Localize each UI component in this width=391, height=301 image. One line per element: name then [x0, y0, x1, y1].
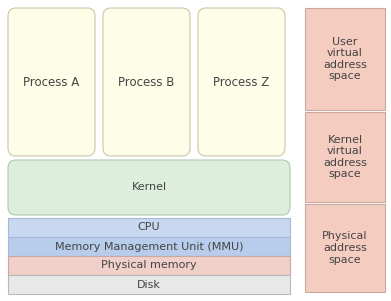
FancyBboxPatch shape	[8, 160, 290, 215]
Bar	[8, 256, 290, 275]
Text: Kernel: Kernel	[131, 182, 167, 193]
FancyBboxPatch shape	[8, 8, 95, 156]
Bar	[305, 8, 385, 110]
Text: Process Z: Process Z	[213, 76, 270, 88]
Text: Physical memory: Physical memory	[101, 260, 197, 271]
Text: Physical
address
space: Physical address space	[322, 231, 368, 265]
Text: Disk: Disk	[137, 280, 161, 290]
Bar	[305, 112, 385, 202]
Bar	[8, 237, 290, 256]
Text: CPU: CPU	[138, 222, 160, 232]
Text: Process A: Process A	[23, 76, 80, 88]
Text: Process B: Process B	[118, 76, 175, 88]
FancyBboxPatch shape	[198, 8, 285, 156]
Bar	[8, 275, 290, 294]
Bar	[8, 218, 290, 237]
Bar	[305, 204, 385, 292]
Text: Memory Management Unit (MMU): Memory Management Unit (MMU)	[55, 241, 243, 252]
Text: User
virtual
address
space: User virtual address space	[323, 37, 367, 81]
FancyBboxPatch shape	[103, 8, 190, 156]
Text: Kernel
virtual
address
space: Kernel virtual address space	[323, 135, 367, 179]
